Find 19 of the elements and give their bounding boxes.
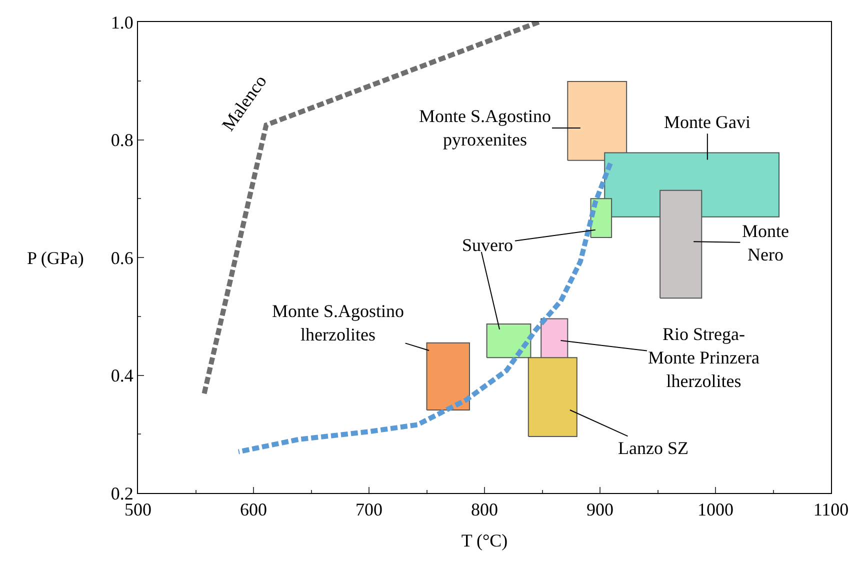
annotation: Lanzo SZ [618,438,688,458]
annotation: Monte S.Agostino pyroxenites [419,106,552,150]
annotation: Monte Gavi [664,112,750,132]
x-tick-label: 1100 [813,500,849,520]
annotation: Monte Nero [742,221,790,264]
y-tick-label: 0.4 [110,366,134,386]
y-tick-label: 1.0 [110,12,134,32]
x-tick-label: 1000 [698,500,734,520]
y-tick-label: 0.8 [110,130,134,150]
x-tick-label: 600 [240,500,267,520]
x-tick-label: 700 [356,500,382,520]
x-tick-label: 800 [471,500,498,520]
annotation: Rio Strega- Monte Prinzera lherzolites [648,324,760,391]
x-tick-label: 900 [586,500,614,520]
annotation: Suvero [462,235,513,255]
y-tick-label: 0.6 [110,248,134,268]
annotation: Monte S.Agostino lherzolites [272,301,404,344]
x-axis-title: T (°C) [461,530,508,551]
y-axis-title: P (GPa) [27,248,84,268]
